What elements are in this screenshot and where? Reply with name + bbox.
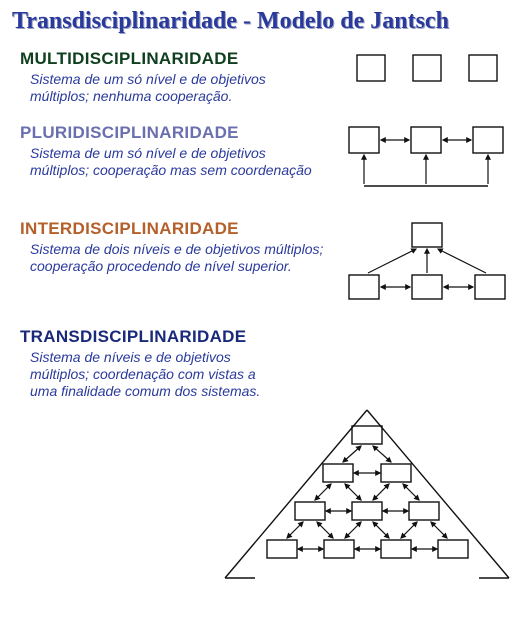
diagram-col — [217, 404, 517, 584]
diagram-pluri — [337, 123, 517, 201]
section-trans: TRANSDISCIPLINARIDADESistema de níveis e… — [12, 327, 517, 584]
diagram-multi — [337, 49, 517, 89]
section-desc: Sistema de um só nível e de objetivos mú… — [30, 145, 325, 179]
section-heading: TRANSDISCIPLINARIDADE — [20, 327, 272, 347]
diagram-inter — [337, 219, 517, 309]
diagram-col — [337, 49, 517, 89]
section-pluri: PLURIDISCIPLINARIDADESistema de um só ní… — [12, 123, 517, 201]
section-inter: INTERDISCIPLINARIDADESistema de dois nív… — [12, 219, 517, 309]
section-heading: INTERDISCIPLINARIDADE — [20, 219, 325, 239]
section-desc: Sistema de dois níveis e de objetivos mú… — [30, 241, 325, 275]
diagram-col — [337, 123, 517, 201]
diagram-col — [337, 219, 517, 309]
section-multi: MULTIDISCIPLINARIDADESistema de um só ní… — [12, 49, 517, 105]
page-title: Transdisciplinaridade - Modelo de Jantsc… — [12, 8, 517, 35]
section-heading: MULTIDISCIPLINARIDADE — [20, 49, 325, 69]
section-heading: PLURIDISCIPLINARIDADE — [20, 123, 325, 143]
diagram-trans — [217, 404, 517, 584]
section-desc: Sistema de um só nível e de objetivos mú… — [30, 71, 325, 105]
section-desc: Sistema de níveis e de objetivos múltipl… — [30, 349, 272, 400]
